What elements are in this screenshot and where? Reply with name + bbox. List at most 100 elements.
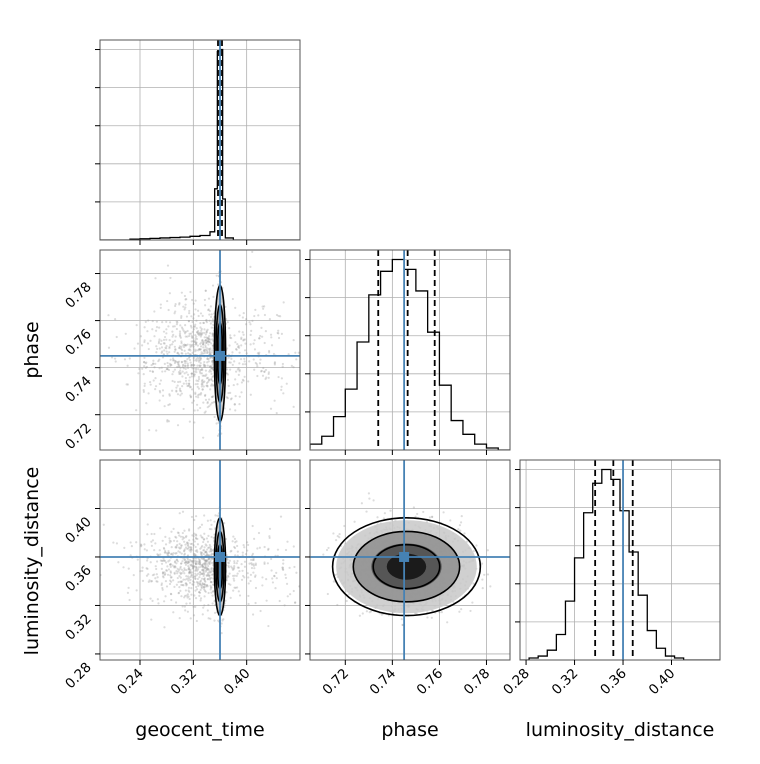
sample-point — [277, 330, 279, 332]
sample-point — [202, 558, 204, 560]
sample-point — [191, 321, 193, 323]
sample-point — [143, 357, 145, 359]
sample-point — [234, 409, 236, 411]
sample-point — [191, 561, 193, 563]
sample-point — [284, 604, 286, 606]
sample-point — [189, 598, 191, 600]
sample-point — [188, 577, 190, 579]
sample-point — [212, 296, 214, 298]
sample-point — [184, 344, 186, 346]
sample-point — [187, 589, 189, 591]
sample-point — [169, 563, 171, 565]
sample-point — [169, 403, 171, 405]
sample-point — [234, 341, 236, 343]
sample-point — [233, 562, 235, 564]
sample-point — [250, 330, 252, 332]
sample-point — [180, 340, 182, 342]
sample-point — [255, 362, 257, 364]
sample-point — [184, 298, 186, 300]
sample-point — [176, 544, 178, 546]
sample-point — [177, 363, 179, 365]
sample-point — [155, 351, 157, 353]
sample-point — [182, 605, 184, 607]
sample-point — [206, 358, 208, 360]
panel-content — [310, 460, 510, 660]
sample-point — [191, 583, 193, 585]
sample-point — [211, 351, 213, 353]
sample-point — [178, 592, 180, 594]
sample-point — [197, 344, 199, 346]
sample-point — [157, 360, 159, 362]
sample-point — [275, 572, 277, 574]
sample-point — [182, 579, 184, 581]
sample-point — [172, 334, 174, 336]
sample-point — [191, 375, 193, 377]
sample-point — [199, 583, 201, 585]
sample-point — [185, 353, 187, 355]
sample-point — [159, 383, 161, 385]
sample-point — [147, 523, 149, 525]
sample-point — [192, 539, 194, 541]
sample-point — [167, 560, 169, 562]
sample-point — [188, 567, 190, 569]
sample-point — [199, 365, 201, 367]
sample-point — [199, 372, 201, 374]
sample-point — [203, 604, 205, 606]
sample-point — [197, 310, 199, 312]
sample-point — [161, 370, 163, 372]
sample-point — [179, 367, 181, 369]
sample-point — [212, 284, 214, 286]
sample-point — [142, 567, 144, 569]
sample-point — [205, 374, 207, 376]
sample-point — [221, 622, 223, 624]
sample-point — [212, 345, 214, 347]
sample-point — [209, 544, 211, 546]
sample-point — [207, 364, 209, 366]
sample-point — [188, 528, 190, 530]
sample-point — [184, 578, 186, 580]
sample-point — [172, 528, 174, 530]
sample-point — [108, 347, 110, 349]
sample-point — [136, 589, 138, 591]
sample-point — [189, 394, 191, 396]
sample-point — [211, 602, 213, 604]
sample-point — [207, 535, 209, 537]
sample-point — [194, 393, 196, 395]
sample-point — [302, 539, 304, 541]
sample-point — [156, 560, 158, 562]
sample-point — [286, 583, 288, 585]
sample-point — [150, 384, 152, 386]
sample-point — [178, 373, 180, 375]
sample-point — [130, 541, 132, 543]
sample-point — [240, 391, 242, 393]
sample-point — [253, 358, 255, 360]
sample-point — [177, 568, 179, 570]
sample-point — [282, 563, 284, 565]
sample-point — [238, 362, 240, 364]
sample-point — [180, 337, 182, 339]
sample-point — [181, 361, 183, 363]
sample-point — [208, 562, 210, 564]
sample-point — [261, 370, 263, 372]
sample-point — [201, 328, 203, 330]
sample-point — [253, 369, 255, 371]
sample-point — [175, 303, 177, 305]
sample-point — [177, 385, 179, 387]
sample-point — [188, 549, 190, 551]
sample-point — [243, 312, 245, 314]
sample-point — [208, 617, 210, 619]
sample-point — [185, 575, 187, 577]
sample-point — [252, 613, 254, 615]
sample-point — [181, 392, 183, 394]
sample-point — [213, 401, 215, 403]
sample-point — [122, 566, 124, 568]
sample-point — [202, 569, 204, 571]
sample-point — [141, 344, 143, 346]
sample-point — [207, 592, 209, 594]
sample-point — [227, 575, 229, 577]
sample-point — [192, 336, 194, 338]
sample-point — [198, 378, 200, 380]
sample-point — [163, 331, 165, 333]
sample-point — [293, 545, 295, 547]
sample-point — [183, 537, 185, 539]
